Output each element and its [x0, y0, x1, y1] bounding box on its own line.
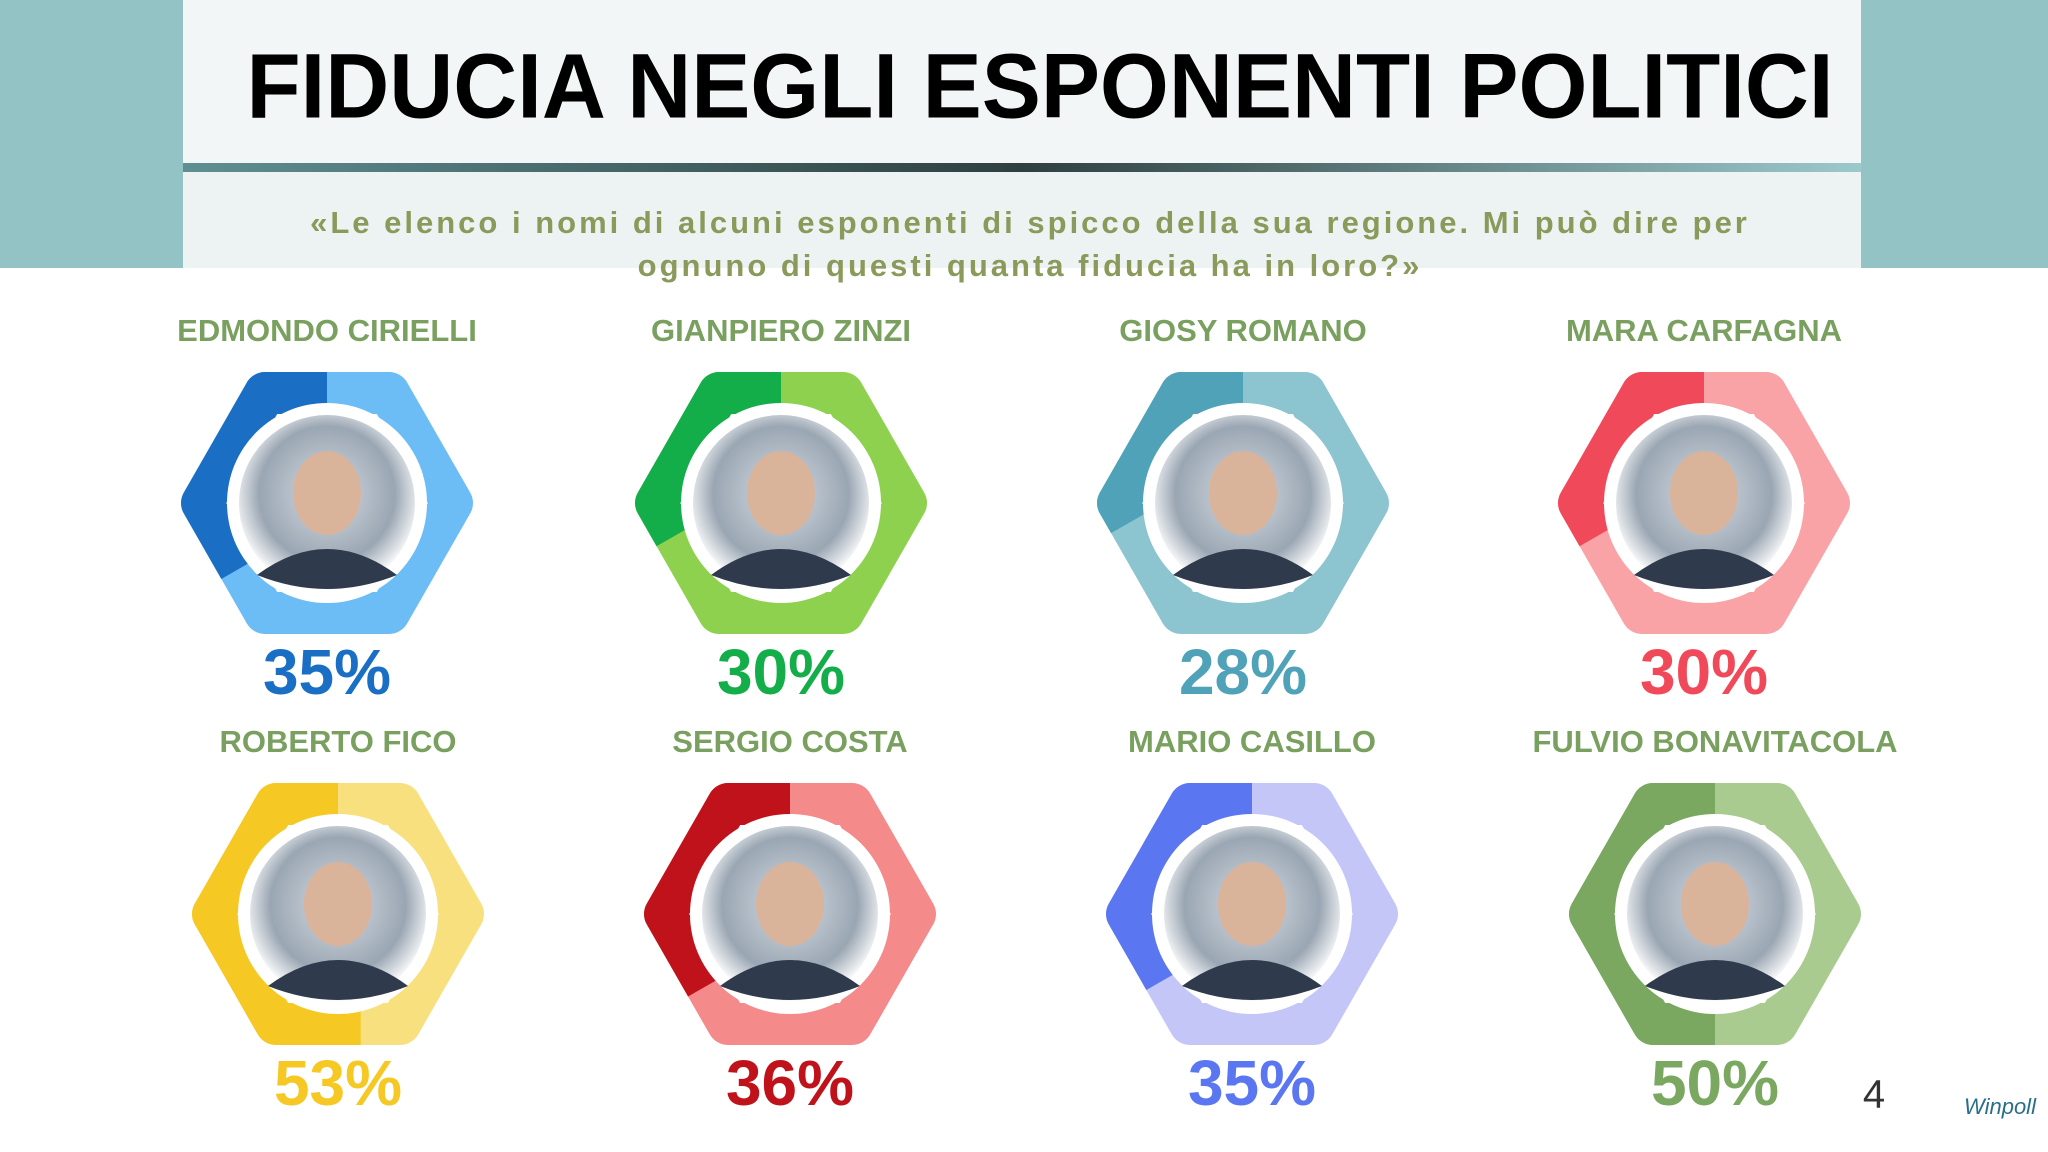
photo-head — [304, 862, 372, 946]
photo-head — [1218, 862, 1286, 946]
person-name: FULVIO BONAVITACOLA — [1532, 724, 1897, 759]
photo-body — [720, 960, 860, 1000]
photo-body — [268, 960, 408, 1000]
photo-head — [1681, 862, 1749, 946]
gauge-value — [192, 783, 484, 1045]
photo-body — [1173, 549, 1313, 589]
subtitle: «Le elenco i nomi di alcuni esponenti di… — [310, 205, 1750, 240]
gauge-value — [1106, 783, 1398, 1045]
gauge-value — [1097, 372, 1389, 634]
person-name: ROBERTO FICO — [219, 724, 456, 759]
value-label: 30% — [717, 636, 845, 708]
person-name: MARA CARFAGNA — [1566, 313, 1842, 348]
gauge-value — [644, 783, 936, 1045]
photo-body — [1634, 549, 1774, 589]
gauge-value — [1558, 372, 1850, 634]
value-label: 35% — [263, 636, 391, 708]
subtitle: ognuno di questi quanta fiducia ha in lo… — [638, 248, 1423, 283]
value-label: 30% — [1640, 636, 1768, 708]
person-name: GIANPIERO ZINZI — [651, 313, 911, 348]
title-strip — [183, 163, 1861, 172]
photo-head — [1209, 451, 1277, 535]
photo-head — [747, 451, 815, 535]
person-name: GIOSY ROMANO — [1119, 313, 1366, 348]
value-label: 28% — [1179, 636, 1307, 708]
photo-body — [1645, 960, 1785, 1000]
value-label: 50% — [1651, 1047, 1779, 1119]
person-name: EDMONDO CIRIELLI — [177, 313, 477, 348]
value-label: 36% — [726, 1047, 854, 1119]
person-name: MARIO CASILLO — [1128, 724, 1376, 759]
gauge-value — [1569, 783, 1861, 1045]
logo: Winpoll — [1964, 1094, 2037, 1119]
photo-body — [257, 549, 397, 589]
photo-head — [756, 862, 824, 946]
value-label: 53% — [274, 1047, 402, 1119]
photo-body — [1182, 960, 1322, 1000]
page-number: 4 — [1863, 1073, 1885, 1117]
gauge-value — [635, 372, 927, 634]
photo-body — [711, 549, 851, 589]
subtitle-box — [183, 172, 1861, 268]
chart-title: FIDUCIA NEGLI ESPONENTI POLITICI — [247, 35, 1834, 137]
gauge-value — [181, 372, 473, 634]
photo-head — [293, 451, 361, 535]
photo-head — [1670, 451, 1738, 535]
person-name: SERGIO COSTA — [672, 724, 907, 759]
value-label: 35% — [1188, 1047, 1316, 1119]
title-box — [183, 0, 1861, 163]
